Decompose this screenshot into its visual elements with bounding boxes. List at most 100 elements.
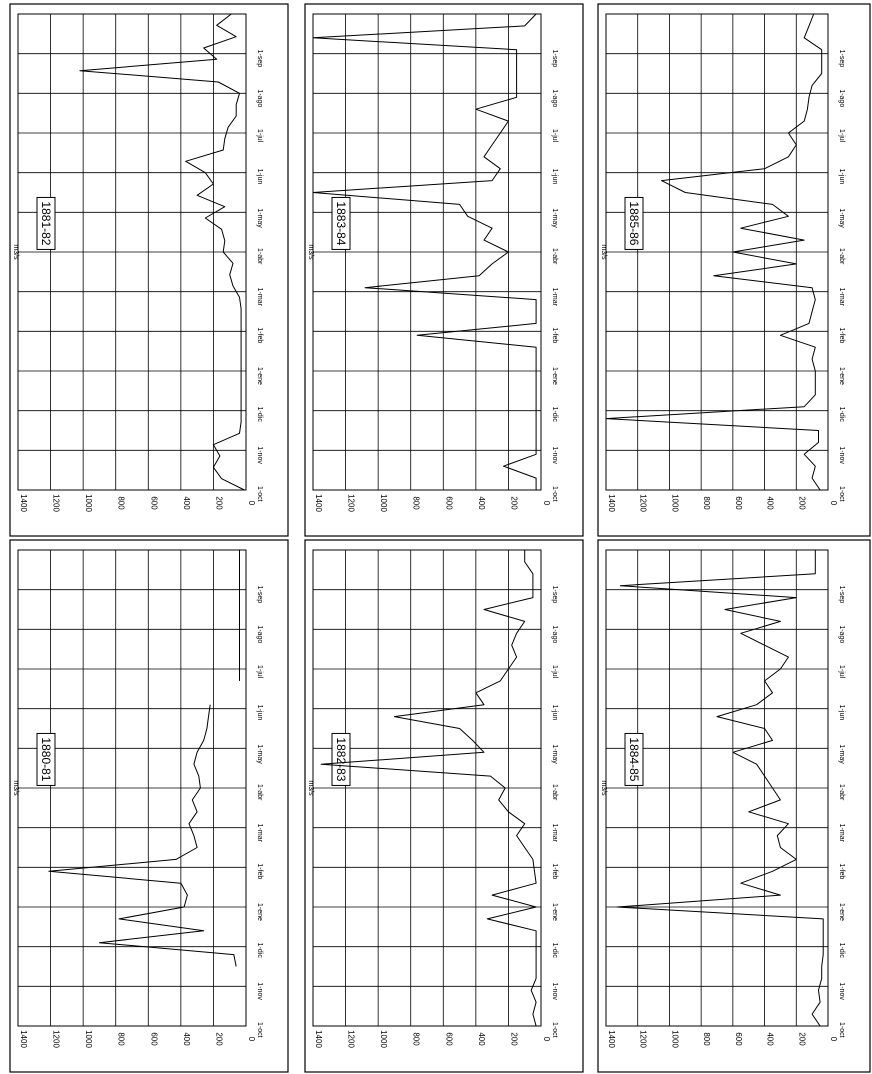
- month-tick-label: 1-ago: [256, 89, 263, 107]
- value-tick-label: 400: [182, 1032, 191, 1046]
- month-tick-label: 1-abr: [551, 248, 558, 265]
- chart-title: 1882-83: [334, 737, 348, 781]
- month-tick-label: 1-jul: [838, 129, 845, 143]
- value-tick-label: 0: [542, 501, 551, 506]
- month-tick-label: 1-may: [551, 208, 558, 228]
- value-tick-label: 1400: [314, 494, 323, 512]
- month-tick-label: 1-sep: [256, 586, 263, 604]
- chart-frame: [597, 3, 871, 537]
- value-tick-label: 200: [797, 1032, 806, 1046]
- month-tick-label: 1-jul: [551, 129, 558, 143]
- month-tick-label: 1-abr: [551, 784, 558, 801]
- value-tick-label: 1200: [347, 494, 356, 512]
- month-tick-label: 1-sep: [838, 50, 845, 68]
- month-tick-label: 1-ene: [551, 903, 558, 921]
- month-tick-label: 1-jul: [256, 129, 263, 143]
- value-tick-label: 200: [797, 496, 806, 510]
- month-tick-label: 1-dic: [838, 943, 845, 959]
- value-tick-label: 0: [542, 1037, 551, 1042]
- value-tick-label: 200: [509, 496, 518, 510]
- month-tick-label: 1-may: [838, 208, 845, 228]
- value-tick-label: 1400: [314, 1030, 323, 1048]
- value-tick-label: 0: [829, 501, 838, 506]
- month-tick-label: 1-jun: [256, 169, 263, 185]
- month-tick-label: 1-ago: [838, 89, 845, 107]
- month-tick-label: 1-may: [838, 744, 845, 764]
- month-tick-label: 1-ene: [838, 903, 845, 921]
- series-line: [312, 13, 537, 490]
- value-tick-label: 1400: [607, 1030, 616, 1048]
- month-tick-label: 1-mar: [551, 288, 558, 307]
- value-tick-label: 800: [702, 1032, 711, 1046]
- value-tick-label: 1200: [347, 1030, 356, 1048]
- month-tick-label: 1-dic: [551, 407, 558, 423]
- month-tick-label: 1-sep: [551, 50, 558, 68]
- value-tick-label: 0: [247, 1037, 256, 1042]
- month-tick-label: 1-feb: [551, 327, 558, 343]
- value-tick-label: 600: [149, 1032, 158, 1046]
- value-tick-label: 400: [477, 1032, 486, 1046]
- month-tick-label: 1-sep: [551, 586, 558, 604]
- month-tick-label: 1-feb: [838, 327, 845, 343]
- month-tick-label: 1-ene: [551, 367, 558, 385]
- month-tick-label: 1-mar: [838, 288, 845, 307]
- value-tick-label: 1000: [379, 494, 388, 512]
- month-tick-label: 1-feb: [551, 863, 558, 879]
- month-tick-label: 1-nov: [551, 982, 558, 1000]
- month-tick-label: 1-ago: [838, 625, 845, 643]
- month-tick-label: 1-jul: [838, 665, 845, 679]
- value-tick-label: 1000: [379, 1030, 388, 1048]
- chart-title: 1881-82: [39, 201, 53, 245]
- chart-frame: [597, 539, 871, 1073]
- month-tick-label: 1-ago: [256, 625, 263, 643]
- value-tick-label: 800: [117, 496, 126, 510]
- month-tick-label: 1-abr: [838, 248, 845, 265]
- value-tick-label: 1400: [607, 494, 616, 512]
- value-tick-label: 400: [477, 496, 486, 510]
- value-tick-label: 200: [509, 1032, 518, 1046]
- chart-panel-3: 0 200 400 600 800 1000 1200 1400 1-oct 1-nov 1-dic…: [304, 3, 584, 537]
- chart-panel-4: 0 200 400 600 800 1000 1200 1400 1-oct 1-nov 1-dic…: [597, 539, 871, 1073]
- month-tick-label: 1-feb: [256, 327, 263, 343]
- title-box: [331, 732, 351, 786]
- month-tick-label: 1-mar: [256, 288, 263, 307]
- month-tick-label: 1-nov: [256, 446, 263, 464]
- axis-title: m3/s: [600, 244, 607, 260]
- month-tick-label: 1-feb: [838, 863, 845, 879]
- axis-title: m3/s: [307, 780, 314, 796]
- month-tick-label: 1-jul: [551, 665, 558, 679]
- month-tick-label: 1-jun: [256, 705, 263, 721]
- month-tick-label: 1-ago: [551, 89, 558, 107]
- value-tick-label: 1000: [670, 1030, 679, 1048]
- value-tick-label: 600: [149, 496, 158, 510]
- chart-frame: [304, 3, 584, 537]
- value-tick-label: 1200: [639, 1030, 648, 1048]
- title-box: [331, 196, 351, 250]
- month-tick-label: 1-feb: [256, 863, 263, 879]
- value-tick-label: 800: [117, 1032, 126, 1046]
- month-tick-label: 1-sep: [256, 50, 263, 68]
- series-line: [616, 550, 824, 1027]
- value-tick-label: 1200: [639, 494, 648, 512]
- month-tick-label: 1-dic: [551, 943, 558, 959]
- month-tick-label: 1-abr: [838, 784, 845, 801]
- month-tick-label: 1-sep: [838, 586, 845, 604]
- value-tick-label: 1400: [19, 1030, 28, 1048]
- chart-title: 1883-84: [334, 201, 348, 245]
- value-tick-label: 800: [702, 496, 711, 510]
- value-tick-label: 600: [444, 1032, 453, 1046]
- month-tick-label: 1-jun: [838, 705, 845, 721]
- month-tick-label: 1-oct: [838, 486, 845, 502]
- series-line: [605, 13, 823, 491]
- month-tick-label: 1-jun: [551, 705, 558, 721]
- series-line: [79, 13, 245, 491]
- title-box: [624, 732, 644, 786]
- chart-panel-5: 0 200 400 600 800 1000 1200 1400 1-oct 1-nov 1-dic…: [597, 3, 871, 537]
- value-tick-label: 1200: [52, 1030, 61, 1048]
- value-tick-label: 400: [766, 496, 775, 510]
- chart-title: 1884-85: [627, 737, 641, 781]
- value-tick-label: 800: [412, 496, 421, 510]
- month-tick-label: 1-ene: [256, 367, 263, 385]
- axis-title: m3/s: [600, 780, 607, 796]
